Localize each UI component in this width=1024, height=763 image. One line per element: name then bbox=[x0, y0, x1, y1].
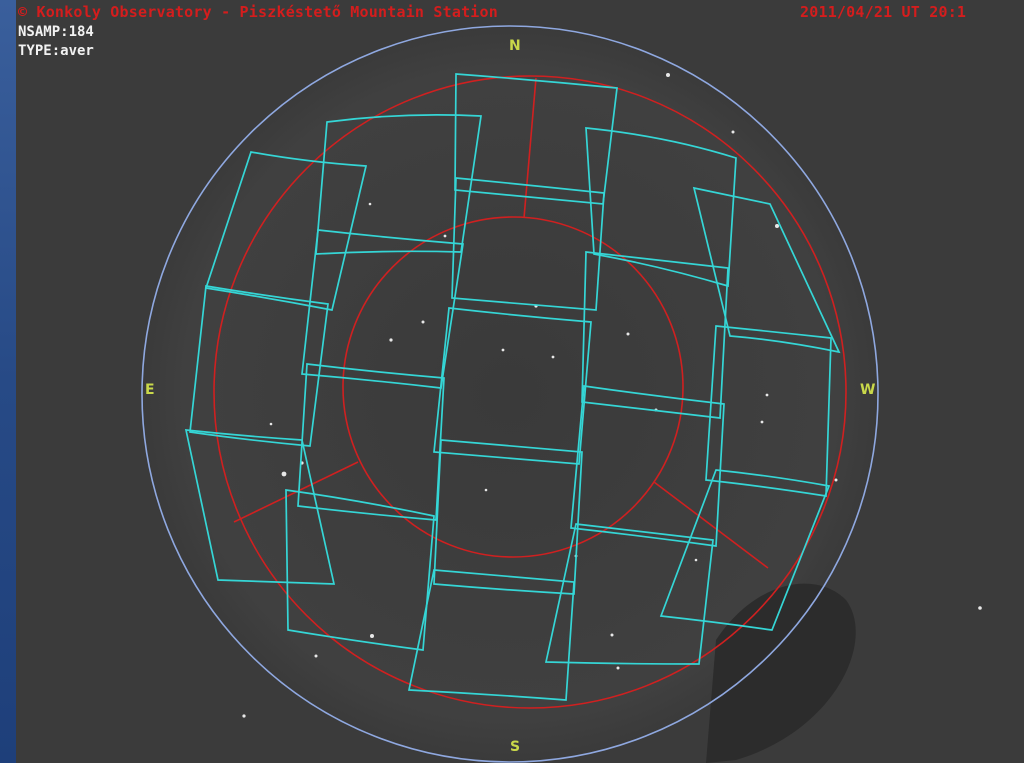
direction-west-label: W bbox=[860, 382, 875, 398]
observation-datetime: 2011/04/21 UT 20:1 bbox=[800, 3, 966, 21]
type-readout: TYPE:aver bbox=[18, 43, 94, 59]
direction-north-label: N bbox=[509, 38, 521, 54]
direction-south-label: S bbox=[510, 739, 520, 755]
allsky-camera-image: © Konkoly Observatory - Piszkéstető Moun… bbox=[16, 0, 1024, 763]
direction-east-label: E bbox=[145, 382, 155, 398]
observatory-title: © Konkoly Observatory - Piszkéstető Moun… bbox=[18, 3, 498, 21]
nsamp-readout: NSAMP:184 bbox=[18, 24, 94, 40]
